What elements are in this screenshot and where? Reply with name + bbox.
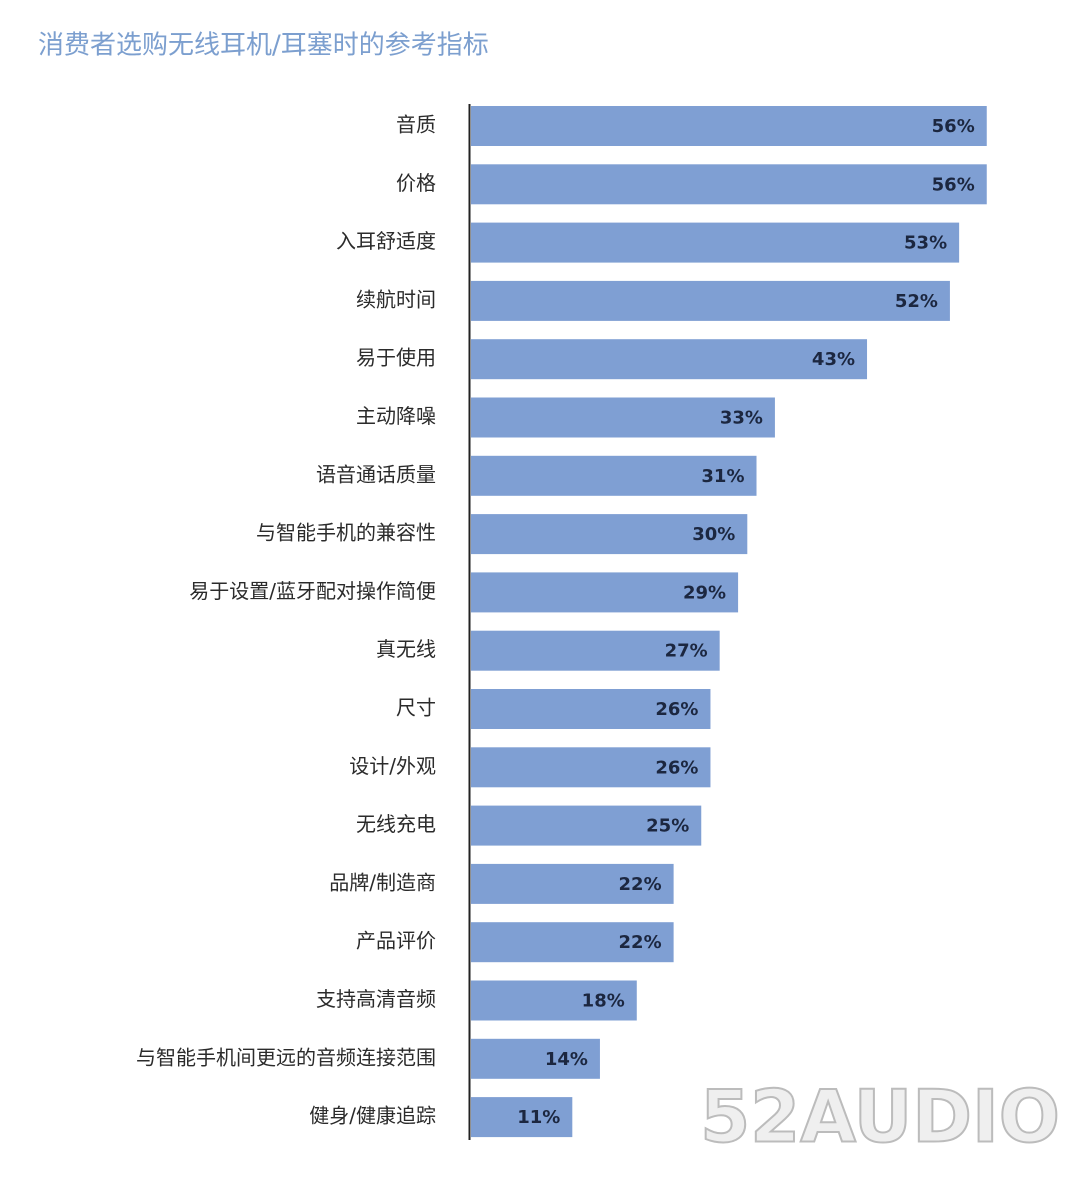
value-label: 29% <box>683 582 726 603</box>
value-label: 26% <box>655 699 698 720</box>
value-label: 11% <box>517 1107 560 1128</box>
bar <box>471 922 674 963</box>
bar <box>471 805 702 846</box>
category-label: 无线充电 <box>356 812 436 836</box>
category-label: 主动降噪 <box>356 404 436 428</box>
bar <box>471 455 757 496</box>
value-label: 56% <box>932 116 975 137</box>
bar <box>471 1097 573 1138</box>
category-label: 易于设置/蓝牙配对操作简便 <box>189 579 436 603</box>
category-label: 易于使用 <box>356 346 436 370</box>
category-label: 品牌/制造商 <box>329 870 436 894</box>
value-label: 33% <box>720 408 763 429</box>
bar <box>471 863 674 904</box>
value-label: 22% <box>619 932 662 953</box>
bar <box>471 397 775 438</box>
category-label: 设计/外观 <box>349 754 436 778</box>
category-label: 价格 <box>396 171 436 195</box>
bar <box>471 164 987 205</box>
bar <box>471 514 748 555</box>
category-label: 健身/健康追踪 <box>309 1104 436 1128</box>
bar <box>471 980 637 1021</box>
bar <box>471 339 868 380</box>
category-label: 尺寸 <box>396 696 436 720</box>
value-label: 14% <box>545 1049 588 1070</box>
bar <box>471 747 711 788</box>
category-label: 入耳舒适度 <box>336 229 436 253</box>
value-label: 52% <box>895 291 938 312</box>
watermark: 52AUDIO <box>700 1075 1060 1159</box>
bar <box>471 280 950 321</box>
category-label: 真无线 <box>376 637 436 661</box>
value-label: 18% <box>582 991 625 1012</box>
value-label: 30% <box>692 524 735 545</box>
bar <box>471 106 987 146</box>
value-label: 22% <box>619 874 662 895</box>
value-label: 53% <box>904 233 947 254</box>
bar <box>471 689 711 729</box>
bar <box>471 222 960 263</box>
value-label: 25% <box>646 816 689 837</box>
bar <box>471 630 720 671</box>
category-label: 音质 <box>396 113 436 137</box>
value-label: 43% <box>812 349 855 370</box>
category-label: 与智能手机的兼容性 <box>256 521 436 545</box>
category-label: 产品评价 <box>356 929 436 953</box>
category-label: 续航时间 <box>356 287 436 311</box>
bar <box>471 572 739 613</box>
bar <box>471 1038 600 1079</box>
value-label: 31% <box>701 466 744 487</box>
category-label: 语音通话质量 <box>316 462 436 486</box>
category-label: 与智能手机间更远的音频连接范围 <box>136 1045 436 1069</box>
value-label: 26% <box>655 757 698 778</box>
value-label: 56% <box>932 174 975 195</box>
chart-title: 消费者选购无线耳机/耳塞时的参考指标 <box>38 31 489 61</box>
category-label: 支持高清音频 <box>316 987 436 1011</box>
value-label: 27% <box>665 641 708 662</box>
